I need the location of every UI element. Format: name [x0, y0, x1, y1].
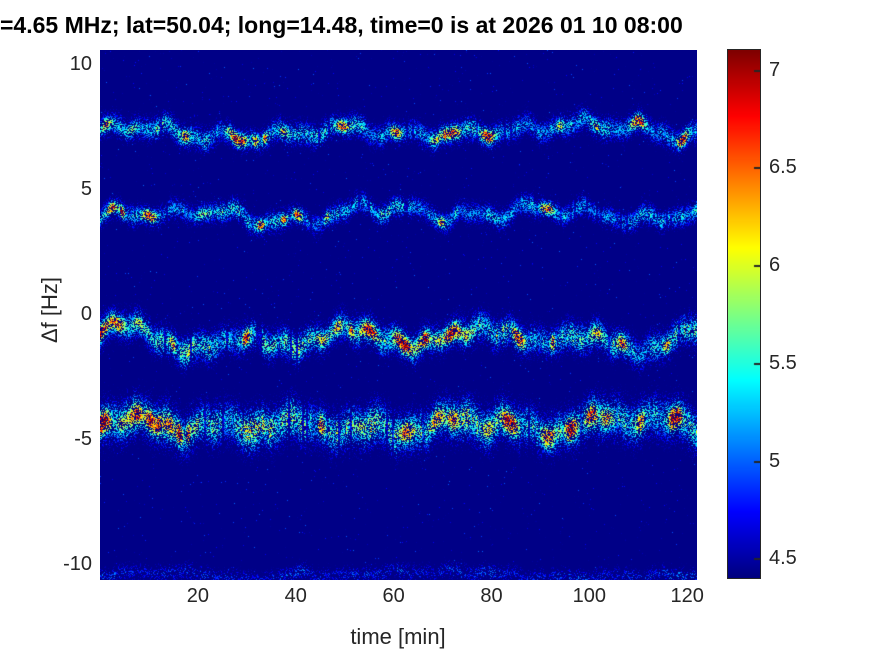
y-tick-label: 10: [69, 52, 92, 75]
colorbar-tick-label: 5: [769, 449, 781, 472]
colorbar-tick-label: 4.5: [769, 547, 797, 570]
spectrogram-heatmap: [100, 50, 697, 580]
colorbar-tick-label: 6.5: [769, 156, 797, 179]
y-tick-label: 5: [80, 177, 92, 200]
colorbar-gradient: [727, 49, 761, 579]
y-tick-label: 0: [80, 302, 92, 325]
y-tick-label: -5: [74, 427, 92, 450]
colorbar-tick-label: 6: [769, 254, 781, 277]
x-tick-label: 120: [670, 585, 704, 607]
x-tick-label: 40: [284, 585, 307, 607]
x-axis-label: time [min]: [350, 624, 446, 649]
x-tick-label: 80: [480, 585, 503, 607]
y-tick-label: -10: [63, 552, 92, 575]
colorbar-tick-label: 5.5: [769, 351, 797, 374]
x-tick-label: 60: [382, 585, 405, 607]
x-tick-label: 100: [572, 585, 607, 607]
figure-title: =4.65 MHz; lat=50.04; long=14.48, time=0…: [0, 12, 683, 38]
x-tick-label: 20: [186, 585, 209, 607]
colorbar-tick-label: 7: [769, 58, 781, 81]
